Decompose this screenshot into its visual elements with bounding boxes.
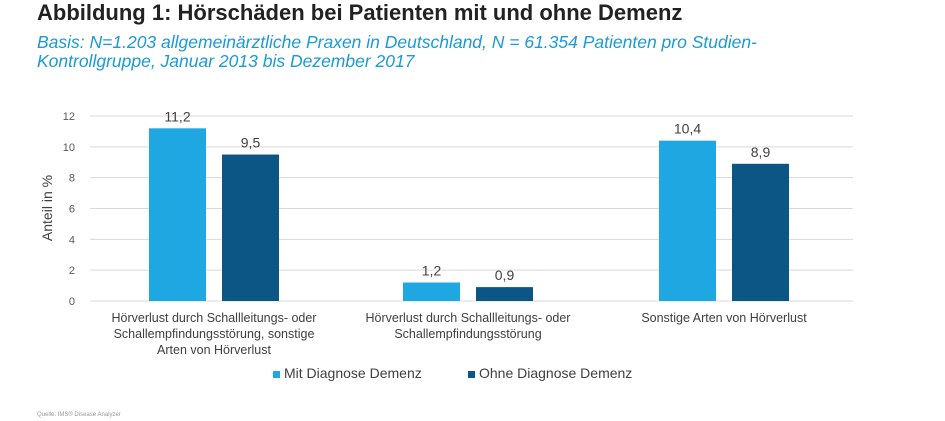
category-label: Arten von Hörverlust — [157, 343, 271, 357]
legend-swatch — [273, 371, 280, 378]
data-label: 11,2 — [164, 108, 190, 124]
bar — [222, 154, 279, 301]
chart-title: Abbildung 1: Hörschäden bei Patienten mi… — [37, 0, 683, 25]
bar — [403, 282, 460, 301]
bar — [149, 128, 206, 301]
category-label: Sonstige Arten von Hörverlust — [641, 311, 807, 325]
y-axis-label: Anteil in % — [39, 175, 55, 241]
y-tick-label: 12 — [63, 111, 75, 123]
y-tick-label: 6 — [69, 204, 75, 216]
y-tick-label: 8 — [69, 173, 75, 185]
bar — [476, 287, 533, 301]
data-label: 9,5 — [241, 135, 261, 151]
y-tick-label: 0 — [69, 296, 75, 308]
category-label: Schallempfindungsstörung, sonstige — [114, 327, 315, 341]
data-label: 1,2 — [422, 263, 442, 279]
data-label: 0,9 — [495, 267, 515, 283]
bar — [659, 140, 716, 301]
category-label: Hörverlust durch Schallleitungs- oder — [112, 311, 317, 325]
subtitle-line-2: Kontrollgruppe, Januar 2013 bis Dezember… — [37, 51, 415, 71]
category-label: Hörverlust durch Schallleitungs- oder — [366, 311, 571, 325]
y-tick-label: 2 — [69, 265, 75, 277]
subtitle-line-1: Basis: N=1.203 allgemeinärztliche Praxen… — [37, 32, 757, 52]
chart-subtitle: Basis: N=1.203 allgemeinärztliche Praxen… — [37, 33, 917, 71]
bar — [732, 163, 789, 301]
legend-label: Mit Diagnose Demenz — [284, 365, 422, 381]
y-tick-label: 10 — [63, 142, 75, 154]
legend-swatch — [468, 371, 475, 378]
category-label: Schallempfindungsstörung — [394, 327, 541, 341]
data-label: 8,9 — [751, 144, 771, 160]
y-tick-label: 4 — [69, 234, 75, 246]
source-note: Quelle: IMS® Disease Analyzer — [37, 412, 121, 418]
legend-label: Ohne Diagnose Demenz — [479, 365, 632, 381]
data-label: 10,4 — [674, 121, 701, 137]
